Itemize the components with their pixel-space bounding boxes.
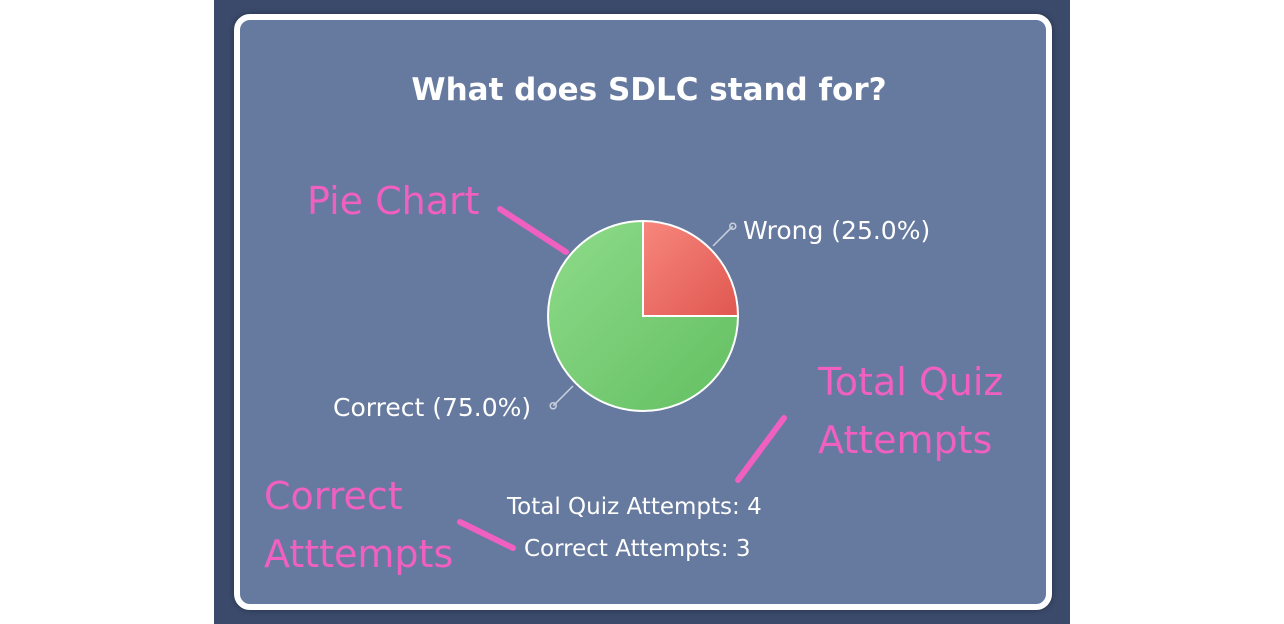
slice-label-wrong: Wrong (25.0%) xyxy=(743,216,931,245)
annotation-pie-chart: Pie Chart xyxy=(307,172,480,230)
slice-label-correct: Correct (75.0%) xyxy=(333,393,532,422)
chart-title: What does SDLC stand for? xyxy=(411,72,887,108)
annotation-pie-chart-text: Pie Chart xyxy=(307,179,480,223)
annotation-total-quiz-line1: Total Quiz xyxy=(818,360,1004,404)
total-attempts-text: Total Quiz Attempts: 4 xyxy=(507,494,762,520)
annotation-correct-line1: Correct xyxy=(264,474,403,518)
correct-attempts-text: Correct Attempts: 3 xyxy=(524,536,751,562)
annotation-total-quiz-attempts: Total Quiz Attempts xyxy=(818,353,1003,469)
annotation-total-quiz-line2: Attempts xyxy=(818,418,993,462)
annotation-correct-line2: Atttempts xyxy=(264,532,454,576)
annotation-correct-attempts: Correct Atttempts xyxy=(264,467,453,583)
